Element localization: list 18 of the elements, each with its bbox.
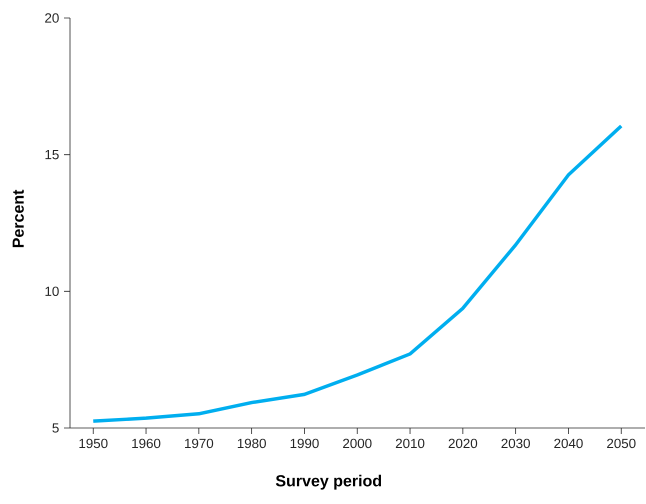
x-tick-label: 2040 xyxy=(554,438,583,448)
x-tick-label: 2010 xyxy=(396,438,424,448)
y-tick-label: 5 xyxy=(52,423,59,433)
x-tick-label: 1950 xyxy=(79,438,108,448)
x-axis-title: Survey period xyxy=(276,474,382,490)
x-tick-label: 2050 xyxy=(607,438,636,448)
y-tick-label: 10 xyxy=(45,286,59,296)
x-tick-label: 1980 xyxy=(238,438,266,448)
y-tick-label: 15 xyxy=(45,150,59,160)
x-tick-label: 1960 xyxy=(132,438,160,448)
x-tick-label: 1990 xyxy=(290,438,319,448)
y-tick-label: 20 xyxy=(45,13,59,23)
x-tick-label: 2030 xyxy=(501,438,530,448)
x-tick-label: 2020 xyxy=(448,438,478,448)
line-series xyxy=(92,124,623,423)
x-tick-label: 1970 xyxy=(185,438,214,448)
x-tick-label: 2000 xyxy=(343,438,372,448)
y-axis-title: Percent xyxy=(12,190,24,248)
